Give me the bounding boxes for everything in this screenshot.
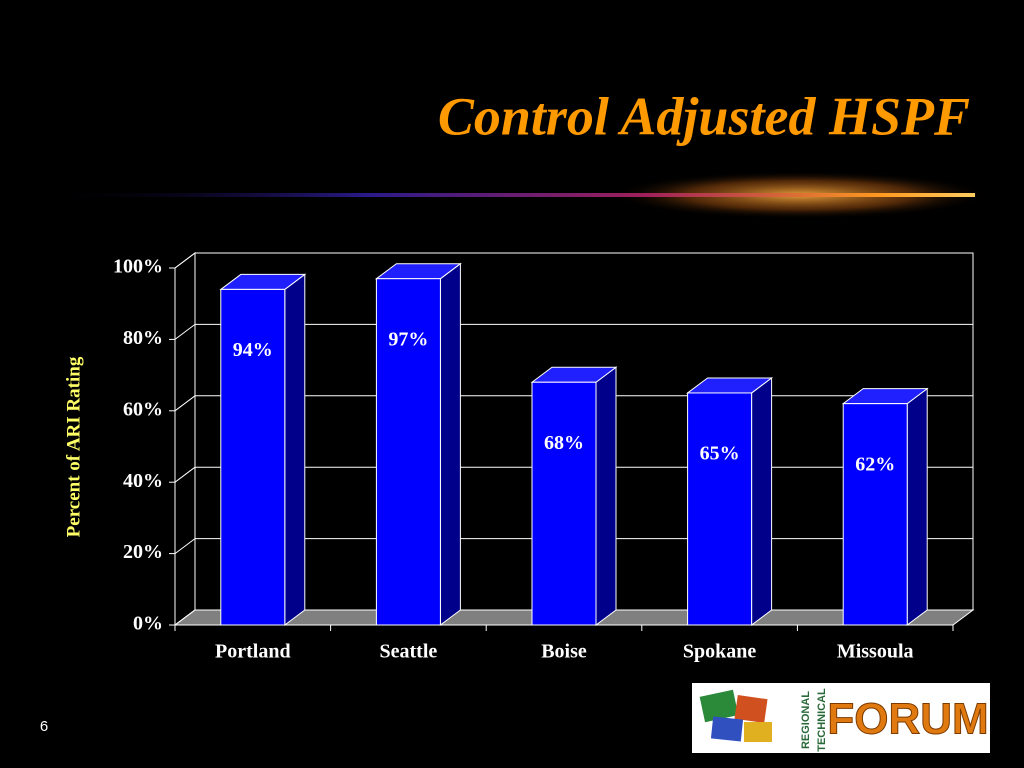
y-tick-label: 0%: [133, 613, 163, 635]
side-wall: [174, 252, 196, 626]
logo-icon: [699, 689, 739, 723]
logo-word: FORUM: [827, 695, 988, 744]
grid-line: [174, 323, 196, 340]
title-streak: [40, 193, 975, 197]
bar: [375, 278, 441, 626]
logo: REGIONAL TECHNICAL FORUM: [692, 683, 990, 753]
value-label: 97%: [388, 328, 428, 350]
grid-line: [174, 609, 196, 626]
bar-side: [751, 376, 773, 626]
y-axis-title: Percent of ARI Rating: [63, 356, 84, 537]
x-tick-label: Spokane: [683, 641, 756, 663]
logo-text: REGIONAL: [800, 691, 812, 749]
value-label: 94%: [233, 339, 273, 361]
grid-line: [174, 395, 196, 412]
bar-side: [906, 387, 928, 626]
bar-side: [284, 273, 306, 626]
grid-line: [174, 538, 196, 554]
slide-number: 6: [40, 718, 48, 735]
x-tick-label: Portland: [215, 641, 291, 663]
bar: [687, 392, 753, 626]
value-label: 62%: [855, 453, 895, 475]
x-tick-label: Missoula: [837, 641, 914, 663]
bar-side: [439, 262, 461, 626]
logo-text: TECHNICAL: [816, 688, 828, 752]
value-label: 68%: [544, 432, 584, 454]
bar: [220, 288, 286, 626]
y-tick-label: 20%: [123, 541, 163, 563]
grid-line: [174, 252, 196, 269]
logo-icon: [710, 716, 744, 742]
y-tick-label: 80%: [123, 327, 163, 349]
bar-side: [595, 366, 617, 626]
logo-icon: [744, 722, 772, 742]
grid-line: [174, 466, 196, 483]
x-tick-label: Seattle: [380, 641, 438, 663]
bar: [842, 403, 908, 626]
slide-title: Control Adjusted HSPF: [438, 86, 970, 146]
bar: [531, 381, 597, 626]
value-label: 65%: [700, 443, 740, 465]
logo-icon: [734, 695, 768, 723]
y-tick-label: 100%: [113, 256, 163, 278]
y-tick-label: 40%: [123, 470, 163, 492]
x-tick-label: Boise: [541, 641, 587, 663]
plot: 0% 20% 40% 60% 80% 100% 94% Portland 97% Seattle 6…: [113, 252, 975, 663]
y-tick-label: 60%: [123, 398, 163, 420]
